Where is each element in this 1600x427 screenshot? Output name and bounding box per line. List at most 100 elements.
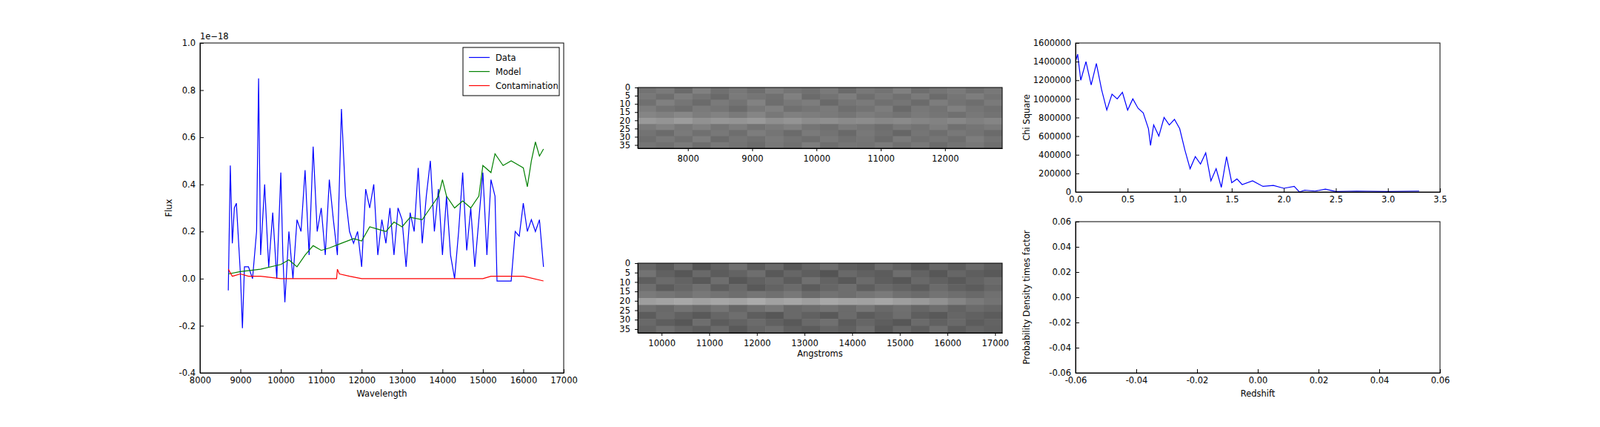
x-axis: 80009000100001100012000 bbox=[638, 148, 1003, 164]
tick-mark bbox=[1136, 368, 1138, 373]
heat-cell bbox=[983, 142, 1003, 149]
tick: 0.0 bbox=[182, 273, 204, 284]
heat-cell bbox=[820, 325, 839, 333]
heat-cell bbox=[674, 105, 693, 113]
heat-cell bbox=[637, 325, 657, 333]
tick-mark bbox=[1075, 372, 1080, 374]
tick-label: 16000 bbox=[934, 337, 962, 349]
tick-label: -0.04 bbox=[1125, 374, 1149, 386]
heat-cell bbox=[820, 269, 839, 278]
tick-label: 15000 bbox=[469, 374, 498, 386]
tick: 14000 bbox=[839, 332, 867, 349]
tick-mark bbox=[1075, 271, 1080, 273]
heat-cell bbox=[637, 111, 657, 119]
heat-cell bbox=[856, 325, 875, 333]
heat-cell bbox=[674, 111, 693, 119]
heat-cell bbox=[710, 87, 729, 95]
tick: 1.0 bbox=[1173, 188, 1187, 205]
heat-cell bbox=[892, 311, 912, 320]
heat-cell bbox=[801, 291, 820, 299]
heat-cell bbox=[838, 87, 858, 95]
tick-mark bbox=[634, 87, 638, 89]
heat-cell bbox=[747, 297, 766, 306]
tick-label: 9000 bbox=[741, 153, 763, 164]
tick: 1000000 bbox=[1033, 94, 1080, 105]
heat-cell bbox=[838, 93, 858, 100]
tick: 0.06 bbox=[1431, 368, 1451, 386]
heat-cell bbox=[765, 269, 784, 278]
tick-mark bbox=[200, 90, 204, 92]
tick-mark bbox=[688, 148, 689, 152]
heat-cell bbox=[874, 87, 894, 95]
heat-cell bbox=[728, 269, 748, 278]
heat-cell bbox=[747, 283, 766, 292]
heat-cell bbox=[965, 304, 985, 312]
tick-mark bbox=[402, 368, 403, 373]
tick-label: 0.0 bbox=[1068, 194, 1083, 205]
heat-cell bbox=[801, 142, 820, 149]
heat-cell bbox=[911, 311, 930, 320]
heat-cell bbox=[892, 277, 912, 285]
heat-cell bbox=[692, 87, 712, 95]
heat-cell bbox=[765, 304, 784, 312]
heat-cell bbox=[947, 318, 966, 326]
tick-mark bbox=[200, 231, 204, 232]
panel: 0.00.51.01.52.02.53.03.50200000400000600… bbox=[1021, 37, 1448, 205]
heat-cell bbox=[838, 136, 858, 143]
tick: 12000 bbox=[348, 368, 376, 386]
heat-cell bbox=[728, 123, 748, 131]
heat-cell bbox=[965, 311, 985, 320]
heat-cell bbox=[947, 93, 966, 100]
heat-cell bbox=[838, 262, 858, 271]
heat-cell bbox=[692, 297, 712, 306]
tick-mark bbox=[1075, 117, 1080, 119]
tick: -0.04 bbox=[1125, 368, 1149, 386]
heat-cell bbox=[674, 136, 693, 143]
heat-cell bbox=[728, 142, 748, 149]
heat-cell bbox=[747, 129, 766, 137]
tick-mark bbox=[240, 368, 242, 373]
x-axis: -0.06-0.04-0.020.000.020.040.06 bbox=[1065, 368, 1451, 386]
series-line bbox=[228, 268, 544, 281]
heat-cell bbox=[874, 318, 894, 326]
tick-mark bbox=[634, 120, 638, 121]
heat-cell bbox=[929, 269, 949, 278]
heat-cell bbox=[965, 318, 985, 326]
heat-cell bbox=[747, 262, 766, 271]
tick-label: 0.8 bbox=[182, 85, 196, 96]
heat-cell bbox=[947, 325, 966, 333]
y-axis: -0.4-0.20.00.20.40.60.81.0 bbox=[179, 37, 204, 378]
tick-label: 0.5 bbox=[1121, 194, 1135, 205]
heat-cell bbox=[947, 311, 966, 320]
heat-cell bbox=[965, 269, 985, 278]
heat-cell bbox=[929, 105, 949, 113]
heat-cell bbox=[783, 318, 803, 326]
heat-cell bbox=[983, 136, 1003, 143]
heat-cell bbox=[983, 99, 1003, 106]
heat-cell bbox=[856, 291, 875, 299]
y-axis: 05101520253035 bbox=[619, 257, 638, 335]
heat-cell bbox=[747, 318, 766, 326]
tick-mark bbox=[1075, 136, 1080, 138]
heat-cell bbox=[911, 269, 930, 278]
heat-cell bbox=[983, 318, 1003, 326]
legend-label: Data bbox=[495, 52, 516, 63]
heat-cell bbox=[637, 93, 657, 100]
heat-cell bbox=[674, 277, 693, 285]
heat-cell bbox=[710, 99, 729, 106]
heat-cell bbox=[874, 105, 894, 113]
heat-cell bbox=[874, 283, 894, 292]
heat-cell bbox=[765, 99, 784, 106]
tick-label: 1000000 bbox=[1033, 94, 1072, 105]
heat-cell bbox=[710, 269, 729, 278]
heat-cell bbox=[656, 93, 675, 100]
heat-cell bbox=[983, 277, 1003, 285]
heat-cell bbox=[710, 123, 729, 131]
heat-cell bbox=[874, 111, 894, 119]
heat-cell bbox=[710, 142, 729, 149]
heat-cell bbox=[947, 262, 966, 271]
heat-cell bbox=[838, 111, 858, 119]
heat-cell bbox=[783, 136, 803, 143]
tick: 10000 bbox=[648, 332, 676, 349]
tick-mark bbox=[280, 368, 282, 373]
